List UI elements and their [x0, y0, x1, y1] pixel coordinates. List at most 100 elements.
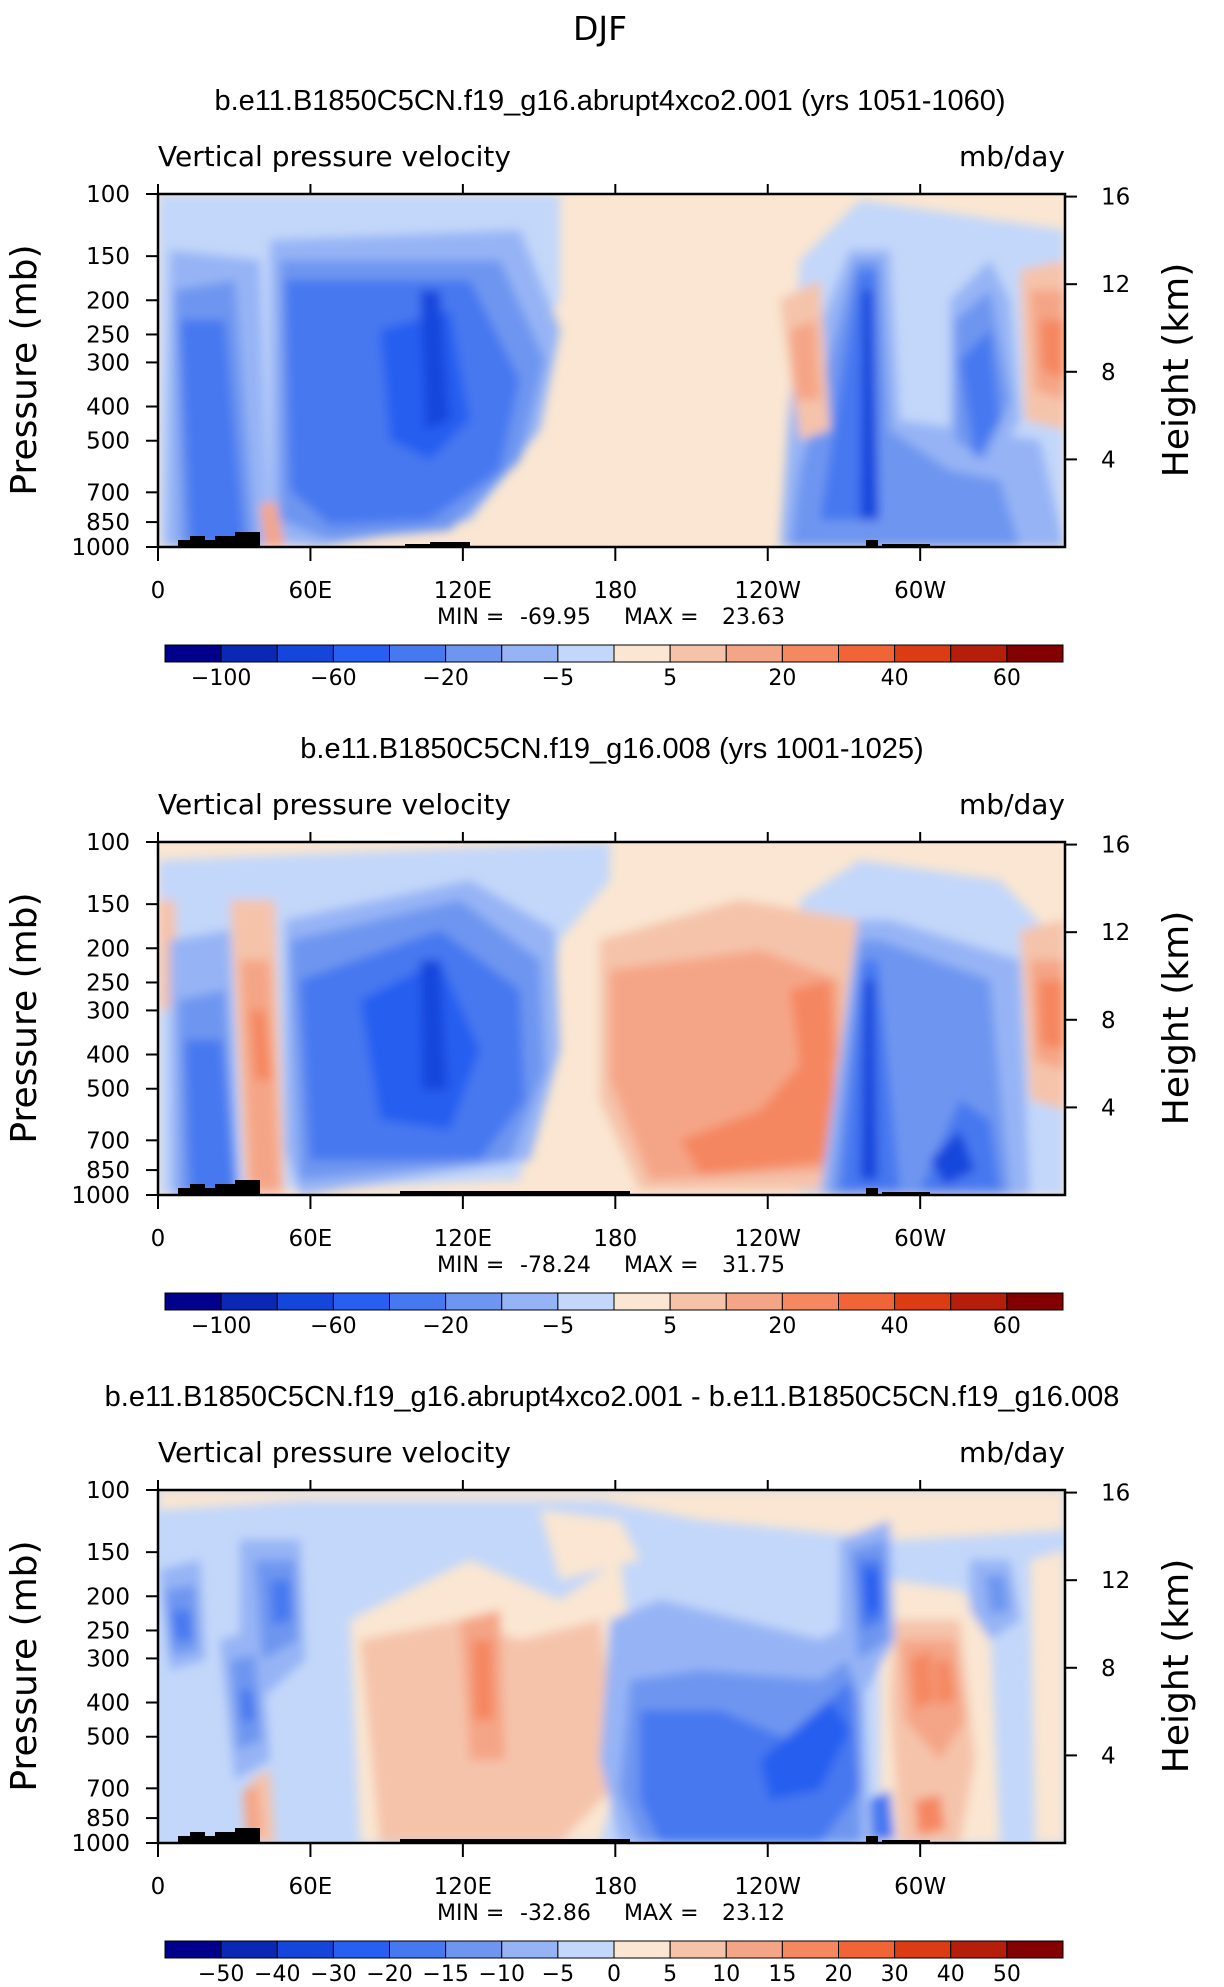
colorbar-label: −60 — [310, 666, 356, 691]
y-axis-right-label: Height (km) — [1156, 263, 1197, 477]
height-tick-label: 12 — [1101, 920, 1130, 946]
colorbar-swatch — [669, 644, 727, 663]
x-tick-label: 120W — [734, 1874, 801, 1900]
units-label: mb/day — [959, 1436, 1065, 1469]
colorbar-label: 10 — [712, 1962, 740, 1987]
panel-title: b.e11.B1850C5CN.f19_g16.008 (yrs 1001-10… — [300, 733, 923, 765]
y-tick-label: 100 — [86, 1478, 130, 1504]
panel-1: b.e11.B1850C5CN.f19_g16.abrupt4xco2.001 … — [4, 85, 1197, 691]
y-tick-label: 100 — [86, 182, 130, 208]
min-value: -32.86 — [520, 1901, 591, 1926]
y-tick-label: 250 — [86, 970, 130, 996]
y-axis-label: Pressure (mb) — [4, 892, 45, 1143]
x-tick-label: 0 — [151, 1874, 166, 1900]
y-tick-label: 400 — [86, 1043, 130, 1069]
panel-3: b.e11.B1850C5CN.f19_g16.abrupt4xco2.001 … — [4, 1381, 1197, 1987]
colorbar-label: 60 — [993, 1314, 1021, 1339]
variable-label: Vertical pressure velocity — [158, 788, 511, 821]
y-tick-label: 300 — [86, 350, 130, 376]
colorbar-swatch — [669, 1940, 727, 1959]
height-tick-label: 16 — [1101, 833, 1130, 859]
x-tick-label: 60E — [289, 1874, 333, 1900]
colorbar-swatch — [332, 644, 390, 663]
colorbar-swatch — [276, 644, 334, 663]
height-tick-label: 8 — [1101, 1008, 1116, 1034]
panel-title: b.e11.B1850C5CN.f19_g16.abrupt4xco2.001 … — [214, 85, 1005, 117]
colorbar-swatch — [950, 1940, 1008, 1959]
height-tick-label: 12 — [1101, 272, 1130, 298]
height-tick-label: 16 — [1101, 185, 1130, 211]
y-tick-label: 700 — [86, 1128, 130, 1154]
x-tick-label: 60W — [894, 1874, 946, 1900]
y-tick-label: 150 — [86, 244, 130, 270]
colorbar-swatch — [389, 644, 447, 663]
y-tick-label: 500 — [86, 429, 130, 455]
colorbar-swatch — [950, 1292, 1008, 1311]
colorbar-label: −10 — [479, 1962, 525, 1987]
x-tick-label: 60W — [894, 578, 946, 604]
colorbar-swatch — [445, 644, 503, 663]
colorbar-swatch — [838, 1940, 896, 1959]
y-tick-label: 150 — [86, 892, 130, 918]
y-tick-label: 1000 — [71, 1183, 130, 1209]
colorbar-label: −15 — [422, 1962, 468, 1987]
x-tick-label: 60E — [289, 578, 333, 604]
colorbar-swatch — [781, 1292, 839, 1311]
colorbar-swatch — [220, 1940, 278, 1959]
plot-frame — [156, 840, 1067, 1197]
x-tick-label: 120E — [434, 578, 492, 604]
colorbar-label: 5 — [663, 1314, 677, 1339]
colorbar-swatch — [220, 1292, 278, 1311]
colorbar-label: −5 — [542, 1962, 574, 1987]
height-tick-label: 8 — [1101, 1656, 1116, 1682]
min-value: -78.24 — [520, 1253, 591, 1278]
y-tick-label: 700 — [86, 480, 130, 506]
x-tick-label: 120E — [434, 1226, 492, 1252]
variable-label: Vertical pressure velocity — [158, 1436, 511, 1469]
y-tick-label: 1000 — [71, 535, 130, 561]
max-value: 23.12 — [722, 1901, 785, 1926]
x-tick-label: 180 — [593, 578, 637, 604]
colorbar-label: 30 — [881, 1962, 909, 1987]
colorbar-swatch — [613, 1292, 671, 1311]
colorbar-swatch — [389, 1940, 447, 1959]
y-tick-label: 300 — [86, 1646, 130, 1672]
min-label: MIN = — [437, 605, 504, 630]
panel-2: b.e11.B1850C5CN.f19_g16.008 (yrs 1001-10… — [4, 733, 1197, 1339]
height-tick-label: 8 — [1101, 360, 1116, 386]
colorbar-label: 40 — [937, 1962, 965, 1987]
colorbar-swatch — [894, 644, 952, 663]
colorbar-swatch — [781, 644, 839, 663]
x-axis: 0 60E 120E 180 120W 60W — [151, 184, 946, 604]
max-label: MAX = — [624, 1901, 699, 1926]
colorbar-label: −5 — [542, 666, 574, 691]
colorbar-label: −60 — [310, 1314, 356, 1339]
colorbar-swatch — [1006, 644, 1064, 663]
colorbar-label: −100 — [191, 1314, 251, 1339]
plot-frame — [156, 1488, 1067, 1845]
colorbar: −100 −60 −20 −5 5 20 40 60 — [164, 644, 1064, 691]
colorbar-label: 60 — [993, 666, 1021, 691]
x-tick-label: 180 — [593, 1874, 637, 1900]
x-tick-label: 0 — [151, 578, 166, 604]
y-tick-label: 500 — [86, 1725, 130, 1751]
colorbar-swatch — [164, 644, 222, 663]
colorbar-label: 40 — [881, 666, 909, 691]
y-tick-label: 200 — [86, 936, 130, 962]
y-axis-label: Pressure (mb) — [4, 1540, 45, 1791]
y-tick-label: 300 — [86, 998, 130, 1024]
y-axis-label: Pressure (mb) — [4, 244, 45, 495]
y-tick-label: 700 — [86, 1776, 130, 1802]
x-tick-label: 60E — [289, 1226, 333, 1252]
colorbar-swatch — [332, 1940, 390, 1959]
colorbar-swatch — [894, 1940, 952, 1959]
colorbar-label: 0 — [607, 1962, 621, 1987]
x-tick-label: 120W — [734, 578, 801, 604]
colorbar-swatch — [332, 1292, 390, 1311]
y-tick-label: 500 — [86, 1077, 130, 1103]
colorbar-label: 5 — [663, 1962, 677, 1987]
colorbar-label: −40 — [254, 1962, 300, 1987]
colorbar-swatch — [220, 644, 278, 663]
x-tick-label: 120E — [434, 1874, 492, 1900]
